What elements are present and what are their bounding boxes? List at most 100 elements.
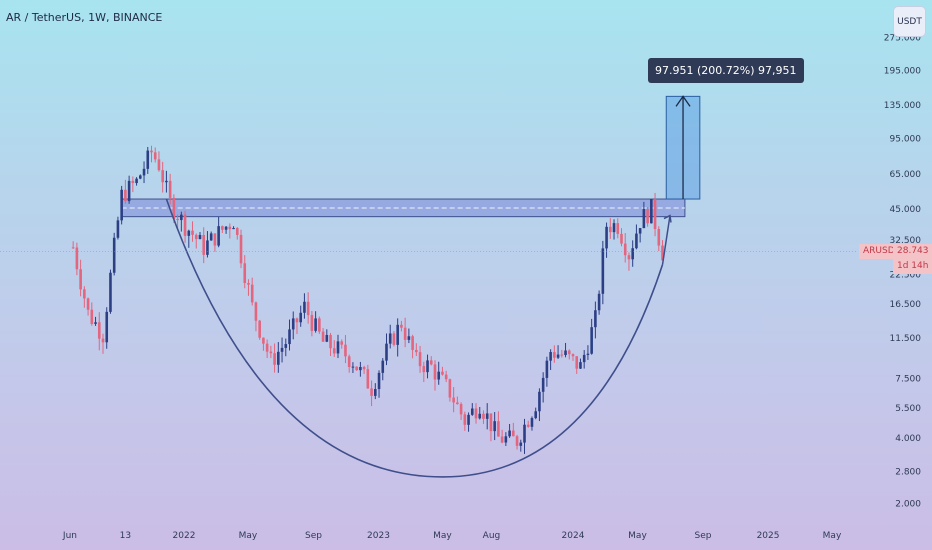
candle-body xyxy=(254,302,258,321)
candle-body xyxy=(642,209,646,229)
x-tick-label: May xyxy=(239,531,258,541)
candle-body xyxy=(105,311,109,343)
candle-body xyxy=(277,351,280,365)
candle-body xyxy=(661,245,664,261)
y-tick-label: 275.000 xyxy=(884,34,921,44)
candle-body xyxy=(90,309,94,324)
candle-body xyxy=(101,338,105,343)
candle-body xyxy=(560,354,564,356)
x-tick-label: May xyxy=(823,531,842,541)
candle-body xyxy=(299,312,302,323)
candle-body xyxy=(650,199,653,224)
candle-body xyxy=(616,223,620,234)
candle-body xyxy=(362,366,366,370)
x-tick-label: 2022 xyxy=(173,531,196,541)
candle-body xyxy=(153,152,157,160)
y-tick-label: 7.500 xyxy=(895,375,921,385)
candle-body xyxy=(97,322,101,339)
candle-body xyxy=(635,233,638,249)
candle-body xyxy=(250,284,254,303)
candle-body xyxy=(150,150,153,153)
candle-body xyxy=(191,230,194,235)
candle-body xyxy=(336,341,340,354)
candle-body xyxy=(168,180,172,198)
candle-body xyxy=(135,178,138,184)
candle-body xyxy=(541,377,545,392)
candle-body xyxy=(295,318,299,323)
candle-body xyxy=(594,310,597,328)
y-tick-label: 65.000 xyxy=(890,170,922,180)
candle-body xyxy=(109,272,112,312)
currency-button[interactable]: USDT xyxy=(893,6,926,37)
candle-body xyxy=(549,352,552,361)
candle-body xyxy=(344,344,347,357)
candle-body xyxy=(388,333,392,344)
y-tick-label: 22.500 xyxy=(890,271,922,281)
target-arrow-head xyxy=(675,95,691,107)
candle-body xyxy=(426,360,429,373)
x-tick-label: 2025 xyxy=(757,531,780,541)
x-tick-label: May xyxy=(433,531,452,541)
candle-body xyxy=(139,175,142,179)
candle-body xyxy=(627,255,631,260)
candle-body xyxy=(374,389,377,396)
candle-body xyxy=(247,282,250,285)
candle-body xyxy=(504,436,508,443)
candle-body xyxy=(605,226,608,249)
candle-body xyxy=(94,322,97,324)
candle-body xyxy=(325,334,329,342)
candle-body xyxy=(194,234,198,240)
candle-body xyxy=(116,220,120,238)
candle-body xyxy=(497,421,500,437)
chart-title: AR / TetherUS, 1W, BINANCE xyxy=(6,11,163,24)
candle-body xyxy=(519,442,523,446)
candle-body xyxy=(213,233,217,246)
candle-body xyxy=(474,408,478,419)
candle-body xyxy=(545,360,549,378)
candle-body xyxy=(176,218,179,221)
symbol-tag: ARUSDT xyxy=(859,244,905,259)
candle-body xyxy=(71,247,75,249)
candle-body xyxy=(646,209,649,224)
x-tick-label: 2024 xyxy=(562,531,585,541)
x-tick-label: Aug xyxy=(483,531,501,541)
candle-body xyxy=(142,168,146,176)
candle-body xyxy=(232,228,235,230)
candle-body xyxy=(620,233,623,244)
candle-body xyxy=(314,318,317,331)
candle-body xyxy=(209,233,213,241)
candle-body xyxy=(180,214,183,221)
breakout-arrow xyxy=(661,214,672,265)
candle-body xyxy=(407,336,411,340)
candle-body xyxy=(310,315,314,331)
candle-body xyxy=(657,229,661,246)
candle-body xyxy=(485,413,489,419)
candle-body xyxy=(586,353,590,355)
candle-body xyxy=(437,371,441,380)
candle-body xyxy=(269,351,273,354)
candle-body xyxy=(530,418,534,427)
candle-body xyxy=(597,293,601,311)
candle-body xyxy=(198,234,202,240)
candle-body xyxy=(161,170,164,183)
candle-body xyxy=(444,374,448,380)
y-tick-label: 2.000 xyxy=(895,500,921,510)
candle-body xyxy=(564,350,567,356)
candle-body xyxy=(146,150,150,169)
candle-body xyxy=(638,228,642,234)
candle-body xyxy=(429,360,433,365)
candle-body xyxy=(284,344,288,348)
candle-body xyxy=(83,289,86,299)
candle-body xyxy=(396,324,399,345)
candle-body xyxy=(526,424,530,427)
candle-body xyxy=(258,320,261,338)
candle-body xyxy=(631,248,634,260)
candle-body xyxy=(512,430,515,437)
candle-body xyxy=(582,354,586,363)
y-tick-label: 195.000 xyxy=(884,66,921,76)
candle-body xyxy=(470,408,474,415)
candle-body xyxy=(75,247,79,270)
candle-body xyxy=(280,347,284,352)
